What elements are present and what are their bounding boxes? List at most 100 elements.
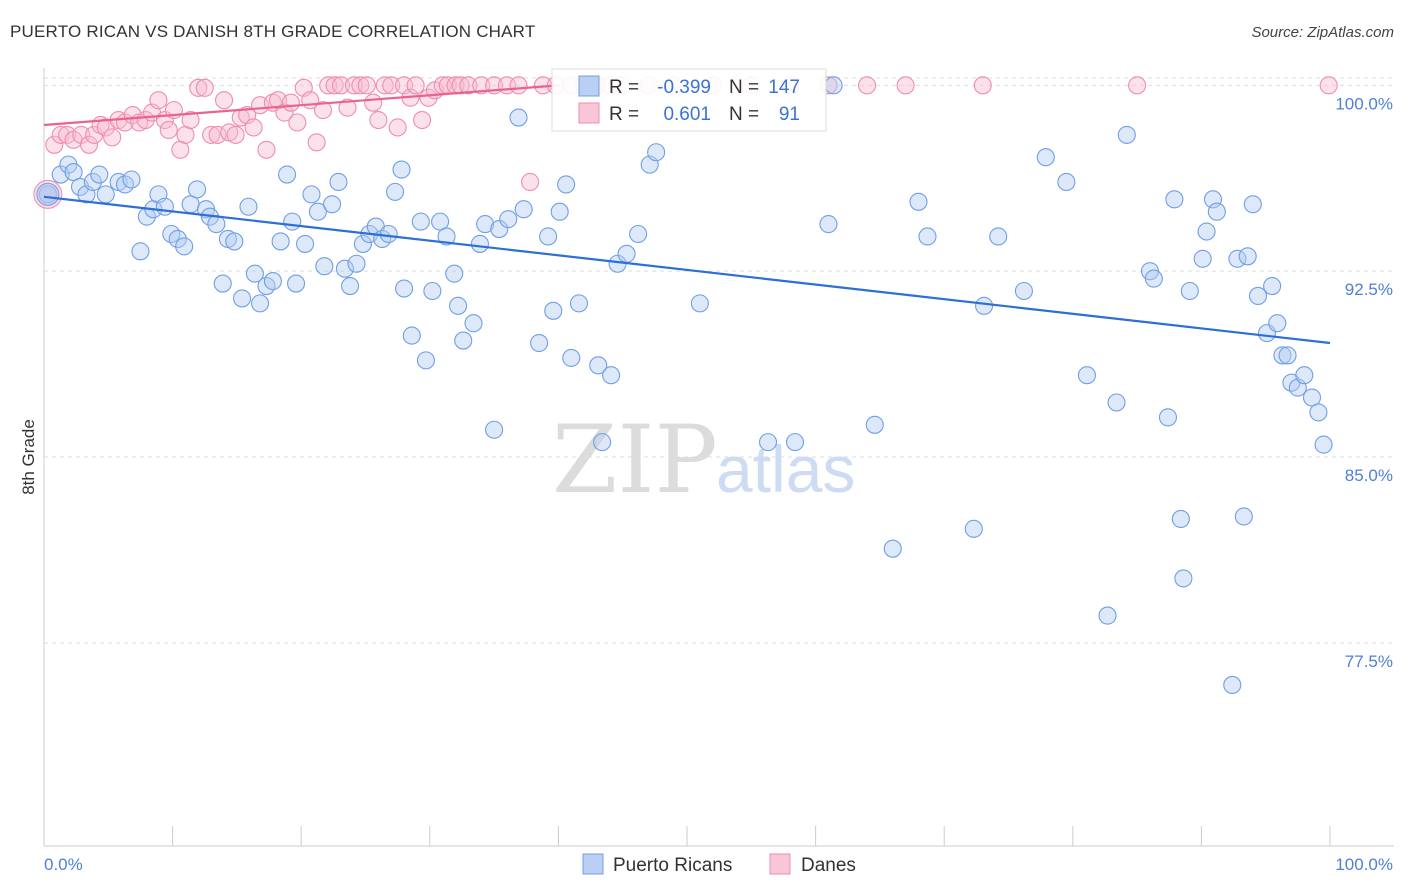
puerto-ricans-point-98 bbox=[989, 227, 1008, 246]
danes-point-1 bbox=[45, 135, 64, 154]
danes-point-40 bbox=[288, 113, 307, 132]
puerto-ricans-point-116 bbox=[1207, 202, 1226, 221]
puerto-ricans-point-130 bbox=[1295, 366, 1314, 385]
puerto-ricans-point-114 bbox=[1197, 222, 1216, 241]
puerto-ricans-point-27 bbox=[225, 232, 244, 251]
watermark: ZIP atlas bbox=[552, 406, 855, 515]
puerto-ricans-point-62 bbox=[449, 296, 468, 315]
puerto-ricans-point-73 bbox=[539, 227, 558, 246]
puerto-ricans-point-70 bbox=[509, 108, 528, 127]
danes-point-61 bbox=[419, 88, 438, 107]
puerto-ricans-trend-line bbox=[43, 195, 1331, 345]
puerto-ricans-point-132 bbox=[1309, 403, 1328, 422]
source-label: Source: ZipAtlas.com bbox=[1251, 24, 1394, 41]
puerto-ricans-point-42 bbox=[323, 195, 342, 214]
watermark-atlas: atlas bbox=[716, 432, 855, 506]
puerto-ricans-point-88 bbox=[758, 433, 778, 452]
puerto-ricans-point-79 bbox=[589, 356, 608, 375]
puerto-ricans-point-83 bbox=[617, 244, 636, 263]
danes-point-10 bbox=[103, 128, 122, 147]
puerto-ricans-point-94 bbox=[909, 192, 928, 211]
puerto-ricans-point-78 bbox=[569, 294, 589, 313]
puerto-ricans-point-34 bbox=[271, 232, 290, 251]
grid-lines bbox=[44, 77, 1394, 644]
puerto-ricans-point-36 bbox=[283, 212, 302, 231]
puerto-ricans-point-96 bbox=[964, 519, 983, 538]
puerto-ricans-point-92 bbox=[865, 415, 884, 434]
puerto-ricans-point-64 bbox=[464, 314, 483, 333]
y-axis-label: 8th Grade bbox=[19, 419, 38, 495]
danes-point-72 bbox=[521, 172, 540, 192]
danes-point-51 bbox=[357, 76, 376, 95]
puerto-ricans-point-29 bbox=[239, 197, 258, 216]
legend-n-label-1: N = bbox=[729, 77, 759, 98]
puerto-ricans-point-110 bbox=[1171, 509, 1190, 528]
danes-point-27 bbox=[208, 125, 227, 144]
danes-point-19 bbox=[159, 120, 178, 139]
danes-point-45 bbox=[319, 76, 338, 95]
puerto-ricans-point-46 bbox=[347, 254, 366, 273]
puerto-ricans-point-102 bbox=[1077, 366, 1096, 385]
puerto-ricans-point-35 bbox=[278, 165, 297, 184]
puerto-ricans-point-109 bbox=[1165, 190, 1184, 209]
y-tick-label-2: 85.0% bbox=[1345, 466, 1393, 485]
trend-lines bbox=[43, 84, 1331, 345]
puerto-ricans-points bbox=[36, 76, 1333, 694]
puerto-ricans-point-90 bbox=[819, 215, 838, 234]
danes-point-59 bbox=[406, 76, 425, 95]
puerto-ricans-point-40 bbox=[308, 202, 327, 221]
danes-point-89 bbox=[1128, 76, 1147, 95]
puerto-ricans-point-37 bbox=[287, 274, 306, 293]
danes-point-87 bbox=[896, 76, 915, 95]
danes-point-56 bbox=[388, 118, 407, 137]
y-tick-label-3: 77.5% bbox=[1345, 652, 1393, 671]
puerto-ricans-point-47 bbox=[353, 234, 372, 253]
puerto-ricans-point-76 bbox=[557, 175, 576, 194]
danes-point-53 bbox=[369, 110, 388, 130]
puerto-ricans-point-95 bbox=[918, 227, 937, 246]
puerto-ricans-point-124 bbox=[1263, 276, 1282, 296]
danes-point-39 bbox=[281, 93, 300, 112]
puerto-ricans-point-18 bbox=[168, 229, 187, 249]
puerto-ricans-point-25 bbox=[213, 274, 232, 293]
puerto-ricans-point-87 bbox=[690, 294, 709, 313]
danes-point-90 bbox=[1319, 76, 1338, 95]
puerto-ricans-point-54 bbox=[395, 279, 414, 298]
puerto-ricans-point-91 bbox=[824, 76, 843, 95]
puerto-ricans-point-31 bbox=[250, 294, 270, 313]
puerto-ricans-point-44 bbox=[335, 259, 354, 278]
puerto-ricans-point-6 bbox=[83, 172, 102, 192]
danes-point-23 bbox=[181, 110, 200, 130]
puerto-ricans-point-77 bbox=[562, 348, 581, 367]
bottom-legend-label-puerto-ricans: Puerto Ricans bbox=[613, 855, 732, 876]
danes-point-68 bbox=[472, 76, 491, 95]
puerto-ricans-point-105 bbox=[1117, 125, 1136, 144]
puerto-ricans-point-104 bbox=[1107, 393, 1126, 412]
puerto-ricans-point-53 bbox=[392, 160, 411, 179]
puerto-ricans-point-69 bbox=[499, 210, 518, 229]
puerto-ricans-point-45 bbox=[341, 276, 360, 296]
danes-point-49 bbox=[344, 76, 363, 95]
puerto-ricans-point-65 bbox=[470, 234, 490, 253]
puerto-ricans-point-89 bbox=[785, 433, 805, 452]
danes-point-5 bbox=[72, 125, 91, 144]
danes-trend-line bbox=[43, 84, 559, 127]
legend-swatch-danes bbox=[578, 102, 600, 124]
bottom-legend-swatch-danes bbox=[769, 853, 791, 875]
danes-point-28 bbox=[214, 91, 234, 110]
puerto-ricans-point-72 bbox=[530, 333, 549, 353]
legend-r-value-1: -0.399 bbox=[657, 77, 711, 98]
puerto-ricans-point-113 bbox=[1193, 249, 1212, 268]
puerto-ricans-point-19 bbox=[175, 237, 194, 256]
puerto-ricans-point-52 bbox=[386, 182, 405, 201]
danes-point-50 bbox=[351, 76, 370, 95]
bottom-legend-label-danes: Danes bbox=[801, 855, 856, 876]
legend-n-value-1: 147 bbox=[768, 77, 800, 98]
puerto-ricans-point-56 bbox=[411, 212, 430, 231]
legend-r-label-1: R = bbox=[609, 77, 639, 98]
puerto-ricans-point-119 bbox=[1234, 507, 1253, 526]
puerto-ricans-point-55 bbox=[402, 326, 421, 345]
y-tick-label-0: 100.0% bbox=[1335, 94, 1393, 113]
danes-point-17 bbox=[149, 91, 168, 110]
puerto-ricans-point-58 bbox=[423, 281, 442, 301]
